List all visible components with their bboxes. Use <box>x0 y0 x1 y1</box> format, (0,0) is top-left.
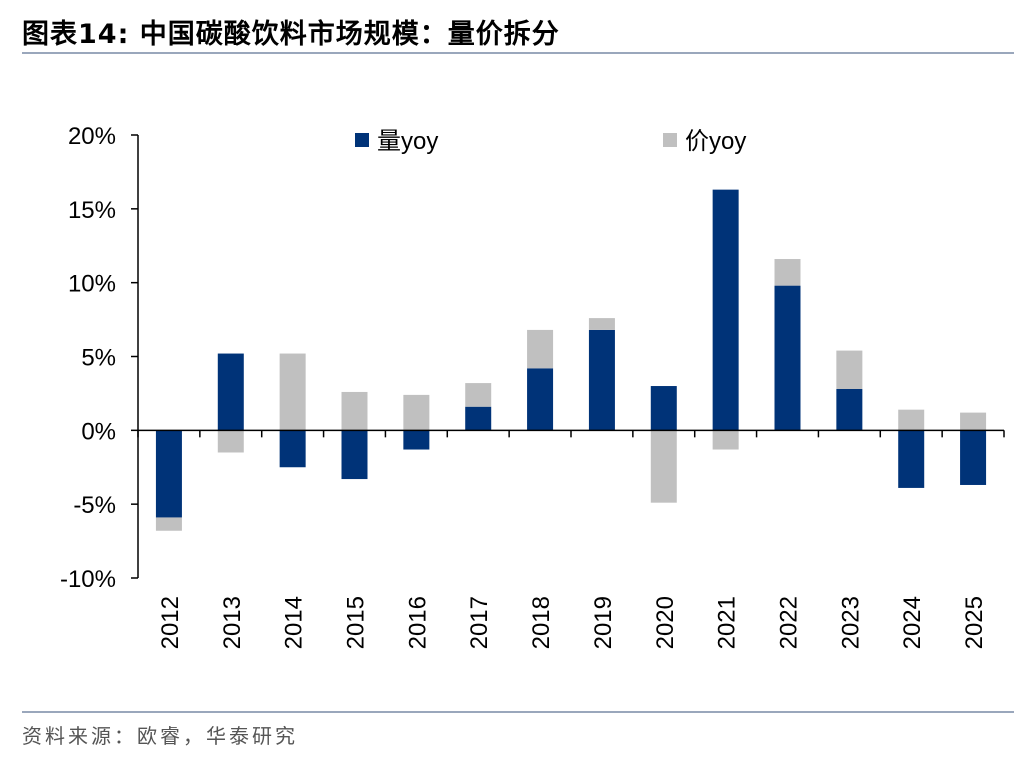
x-tick-label: 2019 <box>590 596 617 649</box>
bar-volume-2022 <box>774 285 801 431</box>
bar-volume-2024 <box>898 430 925 488</box>
x-tick-label: 2025 <box>961 596 988 649</box>
legend: 量yoy 价yoy <box>355 128 746 155</box>
source-note: 资料来源：欧睿，华泰研究 <box>22 724 298 748</box>
bar-price-2015 <box>341 391 368 431</box>
bar-price-2024 <box>898 409 925 431</box>
bar-group <box>155 189 987 531</box>
bar-volume-2013 <box>217 353 244 431</box>
bar-price-2022 <box>774 259 801 286</box>
x-tick-label: 2017 <box>466 596 493 649</box>
bar-volume-2015 <box>341 430 368 480</box>
y-tick-label: 10% <box>68 271 116 298</box>
x-tick-label: 2018 <box>528 596 555 649</box>
chart-title: 图表14: 中国碳酸饮料市场规模：量价拆分 <box>22 19 560 50</box>
bar-price-2021 <box>712 430 739 450</box>
bar-price-2013 <box>217 430 244 453</box>
legend-swatch-price <box>663 133 677 147</box>
bar-volume-2016 <box>403 430 430 450</box>
x-tick-label: 2012 <box>157 596 184 649</box>
bar-price-2014 <box>279 353 306 431</box>
x-tick-label: 2015 <box>343 596 370 649</box>
x-tick-label: 2024 <box>899 596 926 649</box>
legend-label-volume: 量yoy <box>377 128 438 155</box>
bar-price-2023 <box>836 350 863 389</box>
bar-volume-2025 <box>960 430 987 485</box>
y-tick-label: -5% <box>73 492 116 519</box>
bar-price-2019 <box>588 318 615 330</box>
x-tick-label: 2014 <box>281 596 308 649</box>
y-tick-label: 20% <box>68 123 116 150</box>
x-tick-label: 2023 <box>837 596 864 649</box>
y-axis-ticks: -10% -5% 0% 5% 10% 15% 20% <box>60 123 138 593</box>
x-tick-label: 2013 <box>219 596 246 649</box>
bar-price-2018 <box>527 329 554 369</box>
x-axis-ticks: 2012 2013 2014 2015 2016 2017 2018 2019 2020 2021… <box>157 596 988 649</box>
y-tick-label: 5% <box>81 345 116 372</box>
x-tick-label: 2016 <box>404 596 431 649</box>
legend-swatch-volume <box>355 133 369 147</box>
bar-volume-2019 <box>588 329 615 431</box>
bar-volume-2014 <box>279 430 306 468</box>
x-tick-label: 2021 <box>714 596 741 649</box>
bar-price-2017 <box>465 383 492 407</box>
legend-label-price: 价yoy <box>685 128 746 155</box>
x-tick-label: 2022 <box>776 596 803 649</box>
axes <box>137 135 1005 578</box>
bar-volume-2023 <box>836 388 863 431</box>
bar-price-2020 <box>650 430 677 503</box>
title-divider <box>22 52 1014 54</box>
y-tick-label: -10% <box>60 566 116 593</box>
bar-volume-2012 <box>155 430 182 518</box>
bar-volume-2021 <box>712 189 739 431</box>
bar-volume-2017 <box>465 406 492 431</box>
source-divider <box>22 711 1014 713</box>
bar-volume-2020 <box>650 386 677 431</box>
bar-price-2016 <box>403 394 430 431</box>
bar-price-2025 <box>960 412 987 431</box>
y-tick-label: 0% <box>81 418 116 445</box>
y-tick-label: 15% <box>68 197 116 224</box>
x-tick-label: 2020 <box>652 596 679 649</box>
bar-price-2012 <box>155 517 182 531</box>
bar-volume-2018 <box>527 368 554 431</box>
